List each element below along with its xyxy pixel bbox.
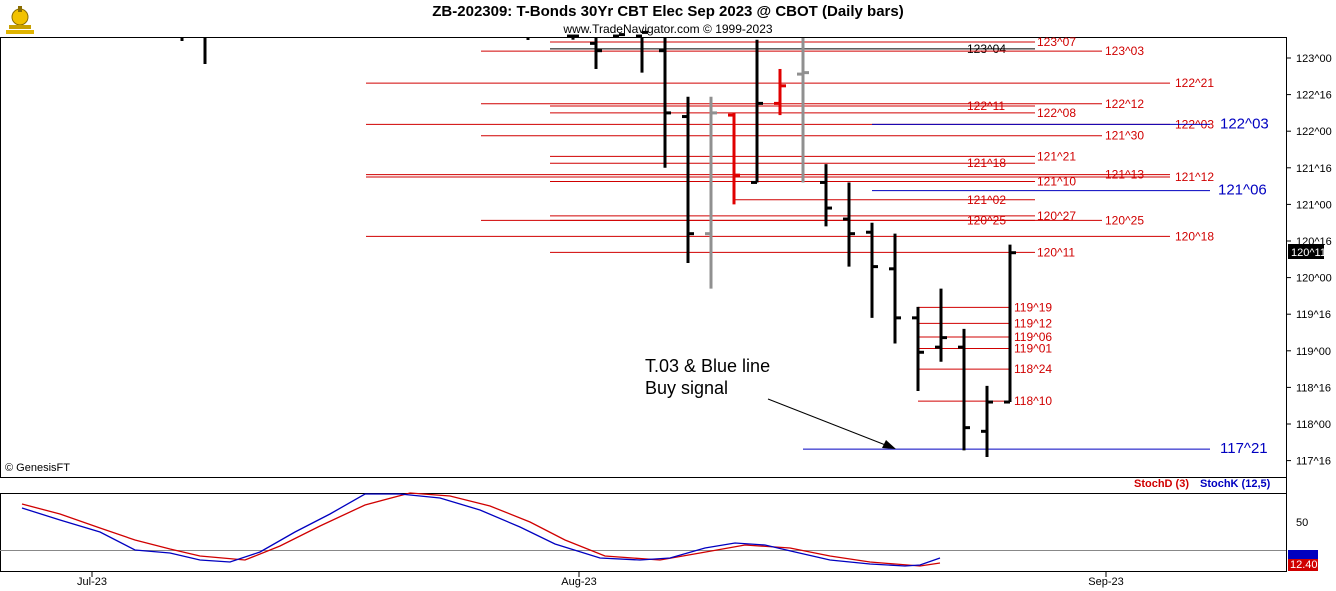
level-label: 120^25 (967, 213, 1006, 227)
level-label: 121^18 (967, 156, 1006, 170)
price-tick-label: 117^16 (1296, 456, 1331, 468)
level-label: 120^27 (1037, 209, 1076, 223)
annotation-line-2: Buy signal (645, 378, 729, 398)
current-price-box (1288, 244, 1324, 259)
price-tick-label: 119^00 (1296, 346, 1331, 358)
ohlc-bars-layer (180, 30, 1016, 457)
level-label: 117^21 (1220, 440, 1268, 457)
level-label: 123^04 (967, 42, 1006, 56)
level-label: 119^06 (1014, 330, 1052, 344)
price-tick-label: 119^16 (1296, 309, 1331, 321)
legend-stoch-k: StochK (12,5) (1200, 478, 1271, 490)
price-tick-label: 118^16 (1296, 382, 1331, 394)
level-label: 121^02 (967, 193, 1006, 207)
level-label: 119^01 (1014, 342, 1052, 356)
annotation-text: T.03 & Blue line Buy signal (645, 355, 770, 399)
level-label: 122^21 (1175, 76, 1214, 90)
chart-title: ZB-202309: T-Bonds 30Yr CBT Elec Sep 202… (432, 3, 904, 20)
signal-arrow-head (882, 440, 896, 449)
copyright-label: © GenesisFT (5, 462, 70, 474)
stoch-last-tag: 12.40 (1288, 550, 1318, 571)
level-label: 122^03 (1220, 115, 1269, 132)
level-label: 120^18 (1175, 229, 1214, 243)
level-label: 122^08 (1037, 106, 1076, 120)
price-tick-label: 122^16 (1296, 90, 1332, 102)
stoch-last-value: 12.40 (1290, 559, 1318, 571)
level-lines-layer: 123^07 123^04 123^03 122^21 122^12 122^11 122^… (366, 35, 1269, 457)
stoch-k-tag (1288, 550, 1318, 559)
stoch-k-line (21, 493, 941, 567)
stoch-d-line (21, 492, 941, 567)
price-tick-label: 118^00 (1296, 419, 1331, 431)
level-label: 121^06 (1218, 182, 1267, 199)
price-tick-label: 122^00 (1296, 126, 1332, 138)
price-tick-label: 121^16 (1296, 163, 1332, 175)
level-label: 121^13 (1105, 168, 1144, 182)
level-label: 119^19 (1014, 300, 1052, 314)
level-label: 123^07 (1037, 35, 1076, 49)
current-price-tag: 120^11 (1288, 244, 1326, 259)
price-axis-layer: 123^00122^16122^00121^16121^00120^16120^… (1286, 53, 1332, 468)
trade-navigator-logo (6, 6, 34, 34)
stoch-d-tag (1288, 559, 1318, 571)
level-label: 119^12 (1014, 316, 1052, 330)
chart-subtitle: www.TradeNavigator.com © 1999-2023 (563, 22, 773, 36)
level-label: 118^24 (1014, 362, 1052, 376)
time-tick-label: Aug-23 (561, 576, 596, 588)
level-label: 120^25 (1105, 213, 1144, 227)
stochastic-layer (21, 492, 941, 567)
level-label: 122^11 (967, 99, 1005, 113)
level-label: 122^12 (1105, 97, 1144, 111)
time-axis-layer: Jul-23 Aug-23 Sep-23 (77, 572, 1124, 588)
signal-arrow-line (767, 398, 889, 447)
level-label: 121^10 (1037, 174, 1076, 188)
legend-stoch-d: StochD (3) (1134, 478, 1189, 490)
time-tick-label: Sep-23 (1088, 576, 1123, 588)
annotation-line-1: T.03 & Blue line (645, 356, 771, 376)
level-label: 121^21 (1037, 149, 1076, 163)
level-label: 120^11 (1037, 245, 1075, 259)
time-tick-label: Jul-23 (77, 576, 107, 588)
chart-frame (0, 37, 1287, 572)
price-tick-label: 121^00 (1296, 199, 1332, 211)
indicator-level-50: 50 (1296, 517, 1308, 529)
level-label: 121^30 (1105, 129, 1144, 143)
level-label: 121^12 (1175, 170, 1214, 184)
current-price-label: 120^11 (1291, 247, 1326, 259)
price-tick-label: 120^00 (1296, 273, 1332, 285)
price-tick-label: 123^00 (1296, 53, 1332, 65)
level-label: 118^10 (1014, 394, 1052, 408)
signal-arrow (767, 398, 896, 449)
level-label: 123^03 (1105, 44, 1144, 58)
